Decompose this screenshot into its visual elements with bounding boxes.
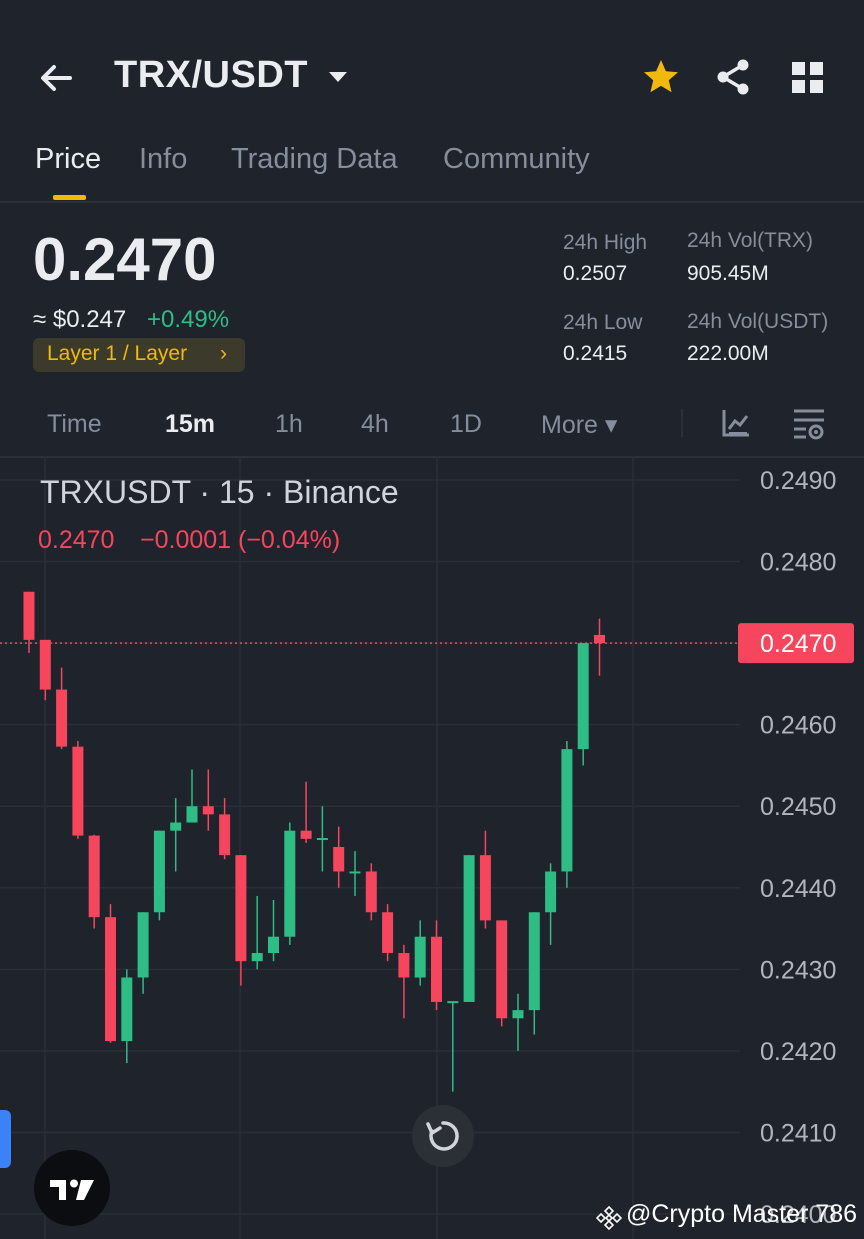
candle-body [316, 838, 328, 841]
grid-icon[interactable] [790, 60, 826, 96]
last-price-badge [738, 623, 854, 664]
candle-body [594, 634, 605, 644]
y-tick-label: 0.2440 [760, 875, 836, 903]
candle-body [431, 936, 442, 1002]
candle-body [56, 689, 68, 747]
candle-body [577, 643, 589, 750]
y-tick-label: 0.2400 [760, 1201, 836, 1229]
binance-logo-icon [596, 1205, 622, 1231]
side-drawer-handle[interactable] [0, 1110, 11, 1168]
candle-body [202, 806, 214, 815]
candle-body [170, 822, 182, 831]
interval-15m[interactable]: 15m [165, 410, 216, 438]
active-tab-indicator [53, 195, 86, 200]
candle-body [186, 806, 198, 823]
candle-body [382, 912, 394, 954]
interval-separator [681, 409, 683, 437]
candle-body [496, 920, 508, 1019]
chevron-right-icon: › [220, 342, 227, 365]
chart-current-price: 0.2470 [38, 526, 115, 554]
vol-usdt-label: 24h Vol(USDT) [687, 310, 829, 333]
candle-body [105, 917, 116, 1042]
tab-community[interactable]: Community [443, 143, 590, 175]
candle-body [300, 830, 312, 839]
candle-body [463, 855, 475, 1002]
chart-price-change: −0.0001 (−0.04%) [140, 526, 341, 554]
price-change-percent: +0.49% [147, 306, 230, 333]
candle-body [23, 591, 35, 640]
candle-body [545, 871, 557, 913]
tab-trading-data[interactable]: Trading Data [231, 143, 398, 175]
y-tick-label: 0.2450 [760, 793, 836, 821]
caret-down-icon[interactable] [328, 70, 348, 84]
candle-body [479, 855, 491, 921]
candle-body [39, 639, 51, 690]
pair-title[interactable]: TRX/USDT [114, 54, 308, 96]
indicator-chart-icon[interactable] [720, 407, 752, 439]
refresh-icon [426, 1121, 459, 1151]
candle-body [88, 835, 100, 918]
candle-body [365, 871, 377, 913]
candle-body [561, 749, 573, 872]
candle-body [72, 746, 84, 836]
share-icon[interactable] [714, 58, 752, 96]
vol-usdt-value: 222.00M [687, 342, 769, 365]
candle-body [333, 847, 345, 872]
candle-body [137, 912, 149, 978]
category-tag[interactable] [33, 338, 245, 372]
watermark: @Crypto Master 786 [626, 1200, 858, 1228]
candle-body [512, 1010, 524, 1019]
chart-top-divider [0, 456, 864, 458]
candle-body [219, 814, 231, 856]
candle-body [528, 912, 540, 1011]
candle-body [349, 871, 361, 874]
low-label: 24h Low [563, 311, 643, 334]
candle-body [251, 953, 263, 962]
candle-body [235, 855, 247, 962]
tab-info[interactable]: Info [139, 143, 188, 175]
star-icon[interactable] [642, 58, 680, 96]
interval-1h[interactable]: 1h [275, 410, 303, 438]
interval-time[interactable]: Time [47, 410, 102, 438]
candle-body [121, 977, 133, 1042]
chart-settings-icon[interactable] [792, 407, 826, 441]
candle-body [398, 953, 410, 978]
y-tick-label: 0.2460 [760, 712, 836, 740]
vol-trx-label: 24h Vol(TRX) [687, 229, 814, 252]
last-price: 0.2470 [33, 226, 217, 293]
y-tick-label: 0.2410 [760, 1119, 836, 1147]
candle-body [447, 1001, 459, 1004]
y-tick-label: 0.2490 [760, 467, 836, 495]
candle-body [414, 936, 426, 978]
vol-trx-value: 905.45M [687, 262, 769, 285]
high-label: 24h High [563, 231, 648, 254]
tab-price[interactable]: Price [35, 143, 102, 175]
high-value: 0.2507 [563, 262, 628, 285]
interval-4h[interactable]: 4h [361, 410, 389, 438]
candle-body [153, 830, 165, 913]
low-value: 0.2415 [563, 342, 628, 365]
tabs-divider [0, 201, 864, 203]
last-price-badge-label: 0.2470 [760, 630, 836, 658]
back-arrow-icon[interactable] [36, 58, 76, 98]
tradingview-logo[interactable] [34, 1150, 110, 1226]
y-tick-label: 0.2480 [760, 549, 836, 577]
y-tick-label: 0.2430 [760, 956, 836, 984]
candlestick-chart[interactable]: 0.2490 0.2480 0.2470 0.2460 0.2450 0.2440 0.24… [0, 456, 864, 1239]
reset-chart-button[interactable] [412, 1105, 474, 1167]
chart-symbol-title: TRXUSDT · 15 · Binance [40, 474, 399, 510]
interval-more[interactable]: More ▾ [541, 411, 618, 439]
category-tag-label: Layer 1 / Layer [47, 342, 188, 365]
tradingview-logo-icon [50, 1179, 94, 1200]
candle-body [284, 830, 296, 937]
interval-1d[interactable]: 1D [450, 410, 482, 438]
candle-body [268, 936, 279, 954]
y-tick-label: 0.2420 [760, 1038, 836, 1066]
usd-price: ≈ $0.247 [33, 306, 127, 333]
